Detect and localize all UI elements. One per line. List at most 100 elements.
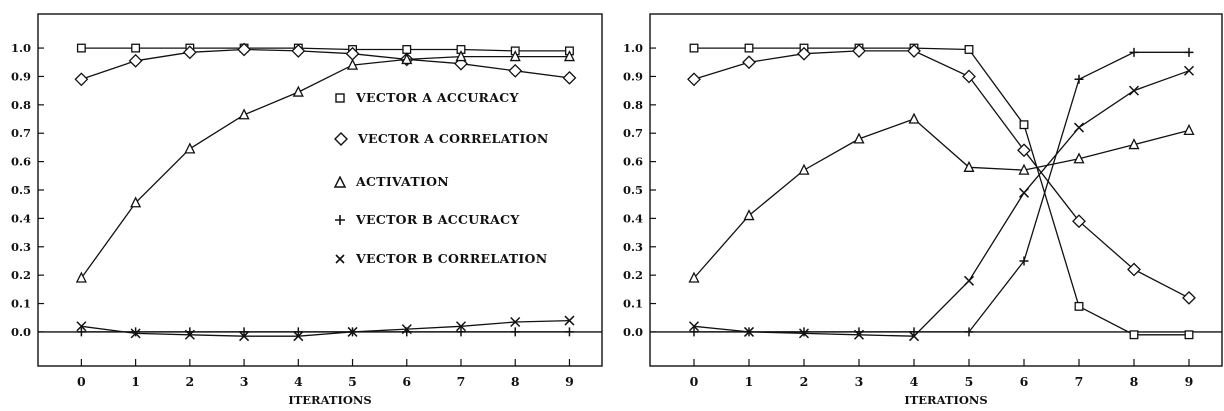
chart-svg: 0.0 0.1 0.2 0.3 0.4 0.5 0.6 0.7 0.8 0.9 1.0 0 1 2 3 4 5 6… <box>623 13 1223 407</box>
x-tick-label: 8 <box>1130 374 1139 389</box>
data-point <box>907 43 921 58</box>
data-point <box>563 50 576 62</box>
data-point <box>510 316 521 328</box>
legend-label: VECTOR B ACCURACY <box>356 212 520 227</box>
data-point <box>1017 143 1031 158</box>
series-square <box>76 43 574 56</box>
data-point <box>402 45 412 54</box>
x-tick-label: 6 <box>402 374 411 389</box>
data-point <box>456 327 466 337</box>
y-tick-label: 0.7 <box>623 126 643 140</box>
data-point <box>1127 262 1141 277</box>
y-tick-label: 1.0 <box>11 41 31 55</box>
data-point <box>963 275 975 286</box>
data-point <box>799 327 809 337</box>
data-point <box>130 328 141 339</box>
data-point <box>687 72 701 87</box>
y-tick-label: 0.7 <box>11 126 31 140</box>
legend-label: VECTOR A ACCURACY <box>356 90 519 105</box>
legend-item-vector-b-correlation: VECTOR B CORRELATION <box>334 251 547 266</box>
x-tick-label: 6 <box>1020 374 1029 389</box>
data-point <box>131 327 141 337</box>
data-point <box>562 70 577 85</box>
chart-right: 0.0 0.1 0.2 0.3 0.4 0.5 0.6 0.7 0.8 0.9 1.0 0 1 2 3 4 5 6… <box>612 0 1224 411</box>
y-tick-label: 0.5 <box>623 183 643 197</box>
data-point <box>510 327 520 337</box>
data-point <box>1074 301 1084 311</box>
data-point <box>798 163 810 175</box>
x-tick-label: 7 <box>457 374 466 389</box>
y-tick-label: 1.0 <box>623 41 643 55</box>
data-point <box>798 328 810 339</box>
y-tick-label: 0.0 <box>623 325 643 339</box>
y-tick-label: 0.6 <box>11 155 31 169</box>
x-tick-label: 0 <box>77 374 86 389</box>
y-tick-label: 0.9 <box>11 69 31 83</box>
data-point <box>1072 214 1086 229</box>
data-point <box>852 43 866 58</box>
y-tick-label: 0.1 <box>623 297 643 311</box>
x-tick-label: 4 <box>294 374 303 389</box>
y-tick-label: 0.8 <box>623 98 643 112</box>
y-tick-label: 0.4 <box>623 211 643 225</box>
data-point <box>564 315 575 326</box>
series-line <box>693 118 1190 279</box>
y-tick-label: 0.6 <box>623 155 643 169</box>
series-triangle <box>75 50 576 283</box>
diamond-marker-icon <box>334 131 348 146</box>
data-point <box>130 196 142 208</box>
x-tick-label: 9 <box>565 374 574 389</box>
x-tick-label: 2 <box>800 374 809 389</box>
data-point <box>182 45 197 60</box>
data-point <box>853 132 865 144</box>
data-point <box>401 52 413 65</box>
x-tick-label: 0 <box>690 374 699 389</box>
plus-marker-icon <box>335 214 345 225</box>
data-point <box>564 327 574 337</box>
data-point <box>1183 123 1195 136</box>
legend-label: VECTOR A CORRELATION <box>358 131 549 146</box>
series-square <box>689 43 1194 340</box>
x-axis: 0 1 2 3 4 5 6 7 8 9 <box>77 359 574 389</box>
data-point <box>797 46 811 61</box>
data-point <box>131 43 141 53</box>
x-tick-label: 5 <box>965 374 974 389</box>
data-point <box>908 331 920 342</box>
data-point <box>963 160 975 172</box>
legend-item-activation: ACTIVATION <box>334 174 449 189</box>
x-tick-label: 1 <box>745 374 754 389</box>
y-tick-label: 0.0 <box>11 325 31 339</box>
data-point <box>292 85 304 97</box>
series-line <box>81 47 570 52</box>
series-plus <box>76 327 574 337</box>
series-x <box>76 315 575 342</box>
y-tick-label: 0.4 <box>11 211 31 225</box>
legend-item-vector-a-accuracy: VECTOR A ACCURACY <box>334 90 519 105</box>
series-x <box>688 65 1195 342</box>
chart-left: 0.0 0.1 0.2 0.3 0.4 0.5 0.6 0.7 0.8 0.9 1.0 0 1 2 3 4 5 6… <box>11 13 603 407</box>
series-line <box>80 55 570 279</box>
data-point <box>1073 122 1085 133</box>
x-tick-label: 2 <box>185 374 194 389</box>
data-point <box>508 63 523 78</box>
x-tick-label: 7 <box>1075 374 1084 389</box>
data-point <box>1073 152 1085 164</box>
y-tick-label: 0.2 <box>623 268 643 282</box>
data-point <box>743 326 755 337</box>
data-point <box>908 112 920 124</box>
legend-label: ACTIVATION <box>356 174 450 189</box>
y-tick-label: 0.9 <box>623 69 643 83</box>
x-tick-label: 3 <box>855 374 864 389</box>
data-point <box>1074 74 1084 84</box>
data-point <box>76 321 87 332</box>
data-point <box>1182 290 1196 305</box>
x-tick-label: 4 <box>910 374 919 389</box>
data-point <box>455 321 467 332</box>
data-point <box>76 43 86 53</box>
data-point <box>688 321 700 332</box>
data-point <box>853 329 865 340</box>
data-point <box>1128 138 1140 150</box>
series-triangle <box>688 112 1195 283</box>
x-marker-icon <box>335 253 345 264</box>
x-tick-label: 1 <box>131 374 140 389</box>
